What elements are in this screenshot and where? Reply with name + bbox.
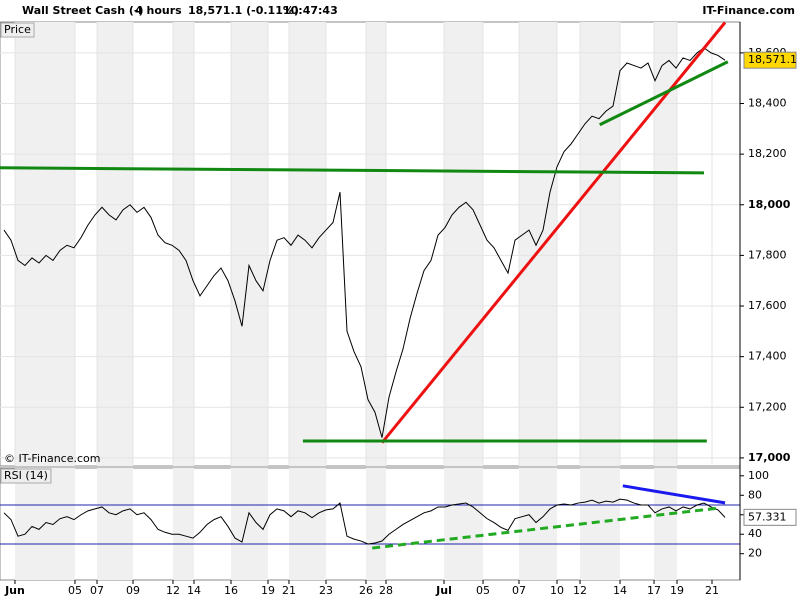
- day-stripe: [231, 468, 268, 580]
- x-tick-label: 14: [187, 584, 201, 597]
- y-tick-label: 100: [748, 469, 769, 482]
- y-tick-label: 40: [748, 527, 762, 540]
- x-tick-label: 09: [126, 584, 140, 597]
- instrument: Wall Street Cash (-): [22, 4, 143, 17]
- x-tick-label: 14: [613, 584, 627, 597]
- y-tick-label: 80: [748, 488, 762, 501]
- y-tick-label: 17,200: [748, 400, 787, 413]
- last-value-label: 57.331: [748, 510, 787, 523]
- x-tick-label: Jul: [435, 584, 452, 597]
- x-tick-label: 26: [359, 584, 373, 597]
- day-stripe: [444, 22, 484, 466]
- day-stripe: [444, 468, 484, 580]
- timeframe: 4 hours: [135, 4, 182, 17]
- day-stripe: [14, 22, 75, 466]
- x-tick-label: 28: [379, 584, 393, 597]
- day-stripe: [519, 468, 558, 580]
- day-stripe: [519, 22, 558, 466]
- x-tick-label: 21: [282, 584, 296, 597]
- header-bar: [0, 0, 800, 20]
- y-tick-label: 17,400: [748, 350, 787, 363]
- trend-line: [372, 506, 721, 550]
- x-tick-label: 21: [705, 584, 719, 597]
- day-stripe: [172, 468, 194, 580]
- x-tick-label: 12: [166, 584, 180, 597]
- day-stripe: [288, 22, 327, 466]
- y-tick-label: 18,200: [748, 147, 787, 160]
- panel-title-bg: [0, 468, 52, 484]
- y-tick-label: 18,400: [748, 97, 787, 110]
- time: 10:47:43: [283, 4, 338, 17]
- series-line: [3, 498, 726, 545]
- x-tick-label: 05: [68, 584, 82, 597]
- trend-line: [0, 166, 705, 175]
- x-tick-label: 07: [512, 584, 526, 597]
- panel-title: Price: [4, 23, 31, 36]
- panel-title: RSI (14): [4, 469, 48, 482]
- trend-line: [599, 60, 729, 127]
- credit: © IT-Finance.com: [4, 452, 101, 465]
- y-tick-label: 20: [748, 547, 762, 560]
- brand: IT-Finance.com: [702, 4, 795, 17]
- day-stripe: [288, 468, 327, 580]
- day-stripe: [580, 22, 621, 466]
- day-stripe: [231, 22, 268, 466]
- x-tick-label: 16: [224, 584, 238, 597]
- y-tick-label: 17,600: [748, 299, 787, 312]
- x-tick-label: 23: [319, 584, 333, 597]
- x-tick-label: 12: [573, 584, 587, 597]
- x-tick-label: Jun: [4, 584, 25, 597]
- x-tick-label: 05: [476, 584, 490, 597]
- panel-title-bg: [0, 22, 35, 38]
- last-value-label: 18,571.1: [748, 53, 797, 66]
- day-stripe: [654, 468, 677, 580]
- day-stripe: [172, 22, 194, 466]
- x-tick-label: 19: [261, 584, 275, 597]
- day-stripe: [97, 468, 134, 580]
- quote: 18,571.1 (-0.11%): [188, 4, 299, 17]
- x-tick-label: 19: [670, 584, 684, 597]
- last-value-box: [743, 51, 797, 69]
- x-tick-label: 07: [90, 584, 104, 597]
- trend-line: [622, 484, 726, 505]
- x-tick-label: 17: [647, 584, 661, 597]
- day-stripe: [654, 22, 677, 466]
- y-tick-label: 17,800: [748, 248, 787, 261]
- x-tick-label: 10: [550, 584, 564, 597]
- day-stripe: [365, 468, 386, 580]
- y-tick-label: 18,000: [748, 198, 791, 211]
- day-stripe: [97, 22, 134, 466]
- y-tick-label: 17,000: [748, 451, 791, 464]
- day-stripe: [365, 22, 386, 466]
- last-value-box: [743, 508, 797, 526]
- series-line: [3, 47, 726, 438]
